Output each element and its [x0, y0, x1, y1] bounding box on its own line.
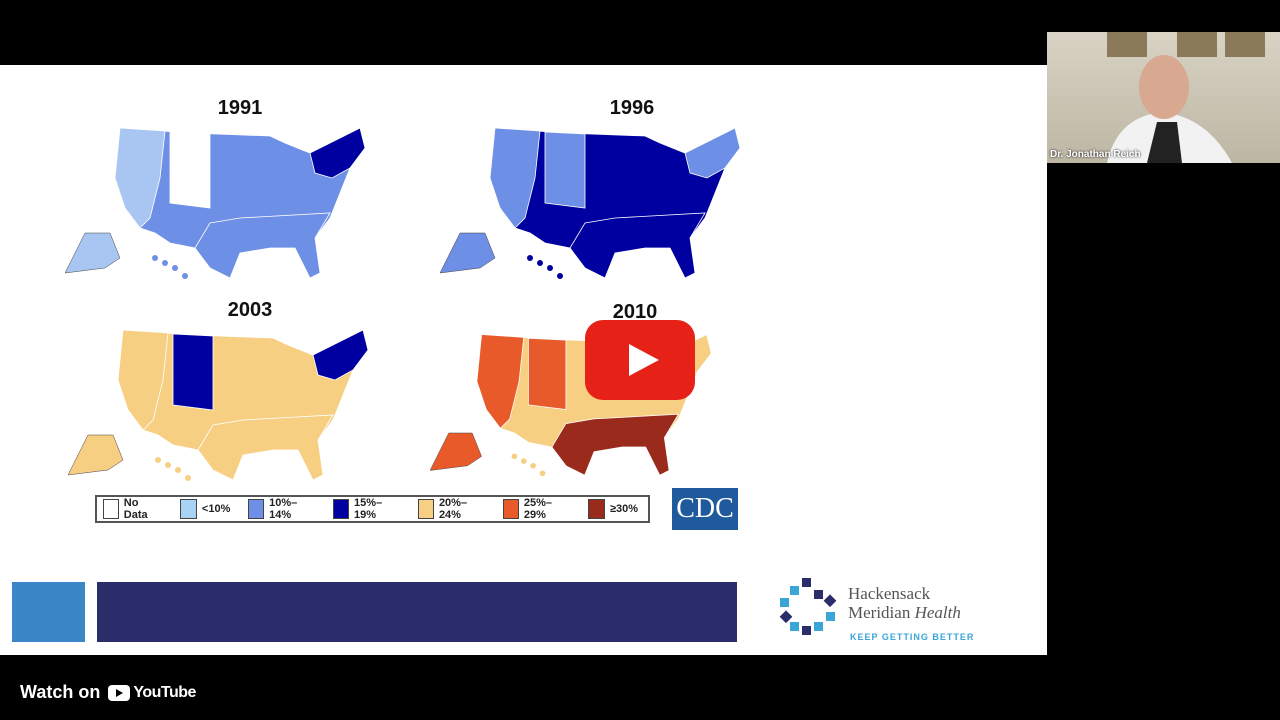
map-region-mid — [172, 333, 214, 411]
map-region-south — [197, 414, 334, 481]
legend-item: No Data — [103, 497, 162, 521]
legend-item: 10%–14% — [248, 497, 315, 521]
map-region-hawaii — [530, 462, 536, 469]
brand-health: Health — [914, 603, 961, 622]
map-region-hawaii — [165, 462, 171, 468]
legend-item: ≥30% — [587, 499, 638, 519]
map-region-south — [569, 212, 706, 279]
map-region-west — [489, 127, 541, 229]
map-region-hawaii — [539, 470, 546, 477]
map-region-alaska — [430, 432, 482, 471]
youtube-icon — [108, 684, 131, 701]
youtube-label: YouTube — [133, 683, 196, 701]
legend-label: 20%–24% — [438, 497, 468, 521]
map-title-1991: 1991 — [217, 97, 263, 119]
footer-bar — [97, 582, 737, 642]
map-region-west — [114, 127, 166, 229]
map-region-south — [551, 413, 680, 476]
legend-swatch — [179, 499, 197, 519]
legend-swatch — [248, 499, 265, 519]
map-region-hawaii — [520, 458, 527, 464]
map-region-hawaii — [537, 260, 543, 266]
watch-on-label: Watch on — [20, 682, 101, 702]
map-region-east — [312, 329, 368, 381]
legend-swatch — [418, 499, 434, 519]
hmh-mark-icon — [779, 578, 837, 635]
map-region-mid — [169, 131, 211, 209]
map-region-hawaii — [172, 265, 178, 271]
legend-label: No Data — [123, 497, 148, 521]
legend-swatch — [333, 499, 350, 519]
map-region-east — [309, 127, 365, 179]
map-1991 — [65, 127, 365, 279]
play-button[interactable] — [585, 320, 695, 400]
legend-label: 15%–19% — [354, 497, 383, 521]
webcam-feed: Dr. Jonathan Reich — [1047, 32, 1280, 163]
hmh-logo: Hackensack Meridian Health KEEP GETTING B… — [778, 576, 988, 646]
legend-swatch — [587, 499, 605, 519]
legend-label: 10%–14% — [269, 497, 298, 521]
map-region-hawaii — [511, 453, 518, 460]
legend-swatch — [503, 499, 519, 519]
brand-line2: Meridian — [848, 603, 915, 622]
legend-label: ≥30% — [609, 503, 638, 515]
legend-item: 15%–19% — [333, 497, 400, 521]
footer-square — [12, 582, 85, 642]
map-region-east — [684, 127, 740, 179]
brand-line1: Hackensack — [848, 584, 931, 603]
map-region-mid — [528, 337, 567, 410]
map-2003 — [68, 329, 368, 481]
cdc-logo: CDC — [672, 488, 738, 530]
map-region-hawaii — [547, 265, 553, 271]
map-region-south — [194, 212, 331, 279]
legend-label: <10% — [201, 503, 231, 515]
legend-swatch — [103, 499, 119, 519]
map-region-hawaii — [175, 467, 181, 473]
presenter-name: Dr. Jonathan Reich — [1050, 149, 1141, 160]
map-title-2010: 2010 — [612, 301, 658, 323]
legend-label: 25%–29% — [523, 497, 552, 521]
brand-tagline: KEEP GETTING BETTER — [850, 632, 975, 642]
map-region-alaska — [440, 232, 496, 274]
map-region-alaska — [68, 434, 124, 476]
map-title-1996: 1996 — [609, 97, 655, 119]
map-region-west — [476, 334, 525, 429]
map-1996 — [440, 127, 740, 279]
map-region-west — [117, 329, 169, 431]
map-region-hawaii — [155, 457, 161, 463]
map-region-hawaii — [185, 475, 191, 481]
map-region-hawaii — [182, 273, 188, 279]
legend-item: <10% — [179, 499, 231, 519]
legend-item: 20%–24% — [418, 497, 485, 521]
map-region-alaska — [65, 232, 121, 274]
map-region-hawaii — [162, 260, 168, 266]
map-region-hawaii — [152, 255, 158, 261]
watch-on-youtube-link[interactable]: Watch on YouTube — [20, 682, 196, 703]
map-title-2003: 2003 — [227, 299, 273, 321]
legend-item: 25%–29% — [503, 497, 570, 521]
presenter-video — [1107, 32, 1265, 163]
map-region-mid — [544, 131, 586, 209]
map-region-hawaii — [527, 255, 533, 261]
map-legend: No Data <10% 10%–14% 15%–19% 20%–24% 25%–29% ≥… — [95, 495, 650, 523]
map-region-hawaii — [557, 273, 563, 279]
